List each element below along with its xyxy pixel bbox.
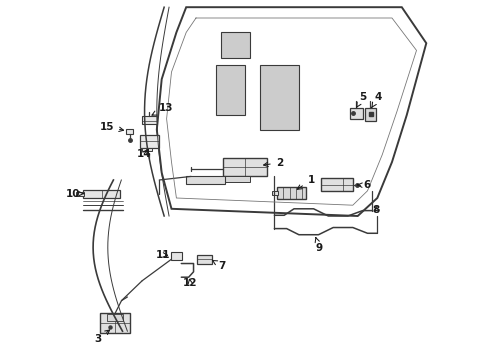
Text: 5: 5 <box>357 92 366 108</box>
Polygon shape <box>83 190 120 198</box>
Polygon shape <box>142 116 157 124</box>
Text: 12: 12 <box>183 278 197 288</box>
Polygon shape <box>365 108 376 121</box>
Polygon shape <box>225 176 250 182</box>
Polygon shape <box>142 148 152 151</box>
Polygon shape <box>157 7 426 216</box>
Polygon shape <box>350 108 363 119</box>
Text: 13: 13 <box>152 103 173 115</box>
Polygon shape <box>216 65 245 115</box>
Text: 11: 11 <box>155 250 170 260</box>
Text: 7: 7 <box>212 260 225 271</box>
Polygon shape <box>220 32 250 58</box>
Polygon shape <box>223 158 267 176</box>
Text: 10: 10 <box>66 189 84 199</box>
Polygon shape <box>277 187 306 199</box>
Polygon shape <box>76 192 84 196</box>
Text: 14: 14 <box>137 149 152 159</box>
Text: 1: 1 <box>297 175 315 189</box>
Text: 2: 2 <box>264 158 283 168</box>
Text: 8: 8 <box>373 204 380 215</box>
Polygon shape <box>140 135 159 148</box>
Text: 6: 6 <box>357 180 370 190</box>
Polygon shape <box>107 314 123 321</box>
Text: 3: 3 <box>95 330 110 344</box>
Text: 15: 15 <box>99 122 123 132</box>
Text: 9: 9 <box>315 238 323 253</box>
Polygon shape <box>171 252 182 260</box>
Polygon shape <box>186 176 225 184</box>
Text: 4: 4 <box>372 92 382 107</box>
Polygon shape <box>272 191 278 195</box>
Polygon shape <box>321 178 353 191</box>
Polygon shape <box>126 129 133 134</box>
Polygon shape <box>197 255 212 264</box>
Polygon shape <box>100 313 130 333</box>
Polygon shape <box>260 65 299 130</box>
